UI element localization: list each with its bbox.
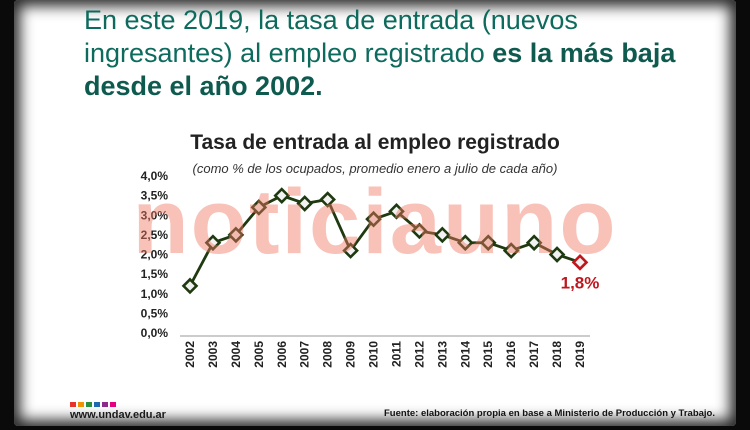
x-tick-label: 2006 [275,341,289,368]
source-note: Fuente: elaboración propia en base a Min… [384,408,715,419]
x-tick-label: 2018 [550,341,564,368]
data-point [548,246,566,263]
series-line [188,194,581,287]
x-tick-label: 2004 [229,341,243,368]
logo-dot [94,402,100,407]
highlight-data-label: 1,8% [561,273,600,292]
chart-subtitle: (como % de los ocupados, promedio enero … [192,161,558,176]
logo-dot [78,402,84,407]
y-tick-label: 3,5% [141,189,169,203]
logo-url: www.undav.edu.ar [70,409,166,421]
data-point [319,191,336,208]
y-tick-label: 1,5% [141,267,169,281]
x-tick-label: 2007 [298,341,312,368]
highlight-marker [571,254,589,271]
x-tick-label: 2017 [527,341,541,368]
y-tick-label: 0,5% [141,306,169,320]
y-tick-label: 4,0% [141,169,169,183]
data-point [250,199,268,216]
y-tick-label: 1,0% [141,287,169,301]
data-point [411,222,428,240]
logo-dot [86,402,92,407]
undav-logo[interactable]: www.undav.edu.ar [70,402,166,421]
x-tick-label: 2010 [367,341,381,368]
headline-normal: En este 2019, la tasa de entrada (nuevos… [84,5,578,68]
logo-dot [102,402,108,407]
data-point [296,195,314,212]
x-tick-label: 2013 [435,341,449,368]
data-point [456,234,474,252]
line-chart: 0,0% 0,5% 1,0% 1,5% 2,0% 2,5% 3,0% 3,5% 4,0% 2002… [141,169,600,368]
data-point [227,226,245,244]
data-point [181,277,199,295]
headline-bold: es la más baja desde el año 2002. [84,38,676,101]
data-point [502,242,520,259]
x-tick-label: 2003 [206,341,220,368]
x-tick-label: 2008 [321,341,335,368]
x-tick-label: 2012 [412,341,426,368]
logo-dot [110,402,116,407]
x-tick-label: 2011 [389,341,403,367]
y-tick-label: 3,0% [141,208,169,222]
x-tick-label: 2016 [504,341,518,368]
data-point [204,234,222,252]
y-tick-label: 2,5% [141,228,169,242]
chart-title: Tasa de entrada al empleo registrado [190,131,560,154]
data-point [479,234,497,252]
x-tick-label: 2019 [573,341,587,368]
x-tick-label: 2009 [344,341,358,368]
data-point [525,234,543,252]
data-point [434,226,451,244]
data-point [388,202,405,220]
y-tick-label: 2,0% [141,248,169,262]
data-point [365,210,382,228]
headline: En este 2019, la tasa de entrada (nuevos… [84,4,684,103]
x-tick-label: 2002 [183,341,197,368]
x-tick-label: 2015 [481,341,495,368]
data-point [273,187,291,204]
logo-dot [70,402,76,407]
infographic-card: En este 2019, la tasa de entrada (nuevos… [14,0,736,426]
x-tick-label: 2014 [458,341,472,368]
x-tick-label: 2005 [252,341,266,368]
y-tick-label: 0,0% [141,326,169,340]
data-point [342,242,359,259]
logo-dots [70,402,166,407]
